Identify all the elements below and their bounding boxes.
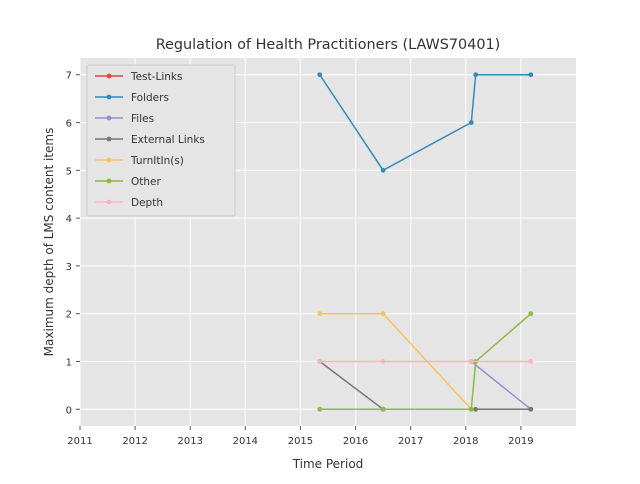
- x-tick-label: 2012: [122, 436, 147, 447]
- data-point-folders: [380, 167, 386, 173]
- data-point-folders: [528, 72, 534, 78]
- y-axis: 0 1 2 3 4 5 6 7: [66, 71, 80, 416]
- series-layer: [317, 72, 534, 412]
- y-axis-label: Maximum depth of LMS content items: [42, 128, 56, 357]
- legend: Test-Links Folders Files External Links Turn…: [86, 64, 236, 217]
- legend-label: External Links: [131, 134, 205, 146]
- legend-label: Depth: [131, 197, 163, 209]
- legend-frame: [86, 64, 236, 217]
- legend-label: TurnItIn(s): [130, 155, 184, 167]
- series-line-files: [470, 360, 532, 410]
- legend-swatch-marker: [106, 115, 112, 121]
- y-tick-label: 5: [66, 166, 72, 177]
- data-point-other: [317, 406, 323, 412]
- data-point-external-links: [528, 406, 534, 412]
- legend-item-other: Other: [95, 176, 161, 188]
- legend-swatch-marker: [106, 199, 112, 205]
- x-tick-label: 2011: [67, 436, 92, 447]
- legend-swatch-marker: [106, 157, 112, 163]
- x-tick-label: 2018: [453, 436, 478, 447]
- x-tick-label: 2019: [508, 436, 533, 447]
- data-point-turnitin-s: [317, 311, 323, 317]
- legend-item-external-links: External Links: [95, 134, 205, 146]
- legend-label: Files: [131, 113, 154, 125]
- y-tick-label: 0: [66, 405, 72, 416]
- legend-item-depth: Depth: [95, 197, 163, 209]
- legend-item-files: Files: [95, 113, 154, 125]
- legend-item-folders: Folders: [95, 92, 169, 104]
- legend-swatch-marker: [106, 136, 112, 142]
- legend-item-test-links: Test-Links: [95, 71, 182, 83]
- data-point-depth: [468, 359, 474, 364]
- legend-label: Folders: [131, 92, 169, 104]
- data-point-folders: [468, 120, 474, 125]
- legend-label: Other: [131, 176, 161, 188]
- y-tick-label: 7: [66, 71, 72, 82]
- chart-title: Regulation of Health Practitioners (LAWS…: [156, 37, 501, 53]
- legend-swatch-marker: [106, 178, 112, 184]
- x-tick-label: 2016: [343, 436, 368, 447]
- y-tick-label: 4: [66, 214, 72, 225]
- legend-label: Test-Links: [130, 71, 182, 83]
- legend-item-turnitin-s: TurnItIn(s): [95, 155, 184, 167]
- x-axis-label: Time Period: [292, 457, 364, 471]
- x-tick-label: 2015: [288, 436, 313, 447]
- y-tick-label: 6: [66, 119, 72, 130]
- y-tick-label: 2: [66, 310, 72, 321]
- y-tick-label: 3: [66, 262, 72, 273]
- data-point-depth: [317, 359, 323, 364]
- data-point-external-links: [473, 406, 479, 412]
- legend-swatch-marker: [106, 73, 112, 79]
- data-point-folders: [473, 72, 479, 78]
- legend-swatch-marker: [106, 94, 112, 100]
- data-point-other: [380, 406, 386, 412]
- data-point-depth: [528, 359, 534, 364]
- x-tick-label: 2014: [233, 436, 258, 447]
- data-point-other: [528, 311, 534, 317]
- data-point-turnitin-s: [380, 311, 386, 317]
- series-folders: [317, 72, 534, 173]
- y-tick-label: 1: [66, 357, 72, 368]
- series-depth: [317, 359, 534, 364]
- data-point-folders: [317, 72, 323, 78]
- x-tick-label: 2017: [398, 436, 423, 447]
- data-point-other: [468, 406, 474, 412]
- data-point-depth: [380, 359, 386, 364]
- x-axis: 2011 2012 2013 2014 2015 2016 2017 2018 2019: [67, 426, 534, 447]
- x-tick-label: 2013: [177, 436, 202, 447]
